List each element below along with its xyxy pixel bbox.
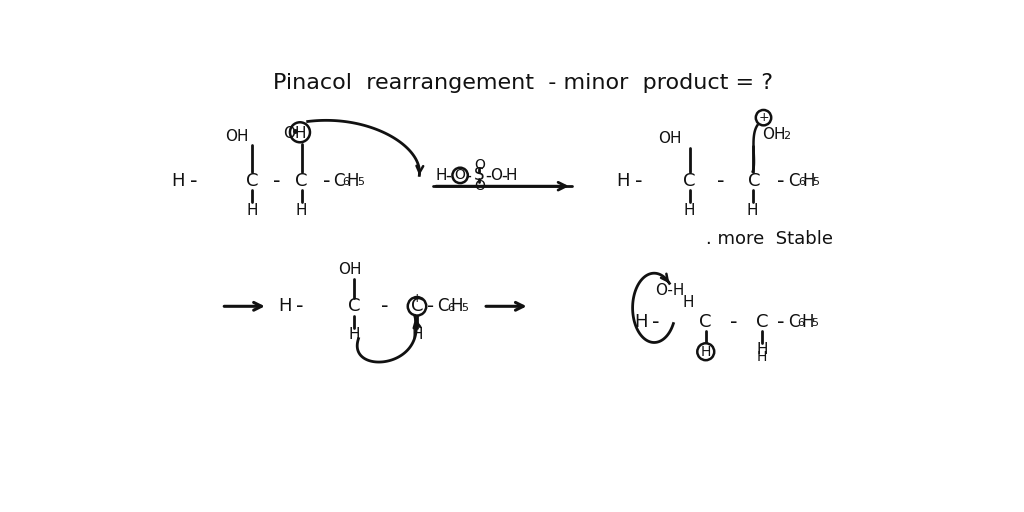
Text: -: - xyxy=(635,171,642,191)
Text: -: - xyxy=(466,166,471,184)
Text: H: H xyxy=(757,350,767,364)
Text: C: C xyxy=(437,297,449,315)
Text: OH: OH xyxy=(225,130,249,144)
Text: -: - xyxy=(777,312,785,332)
Text: H: H xyxy=(634,313,648,331)
Text: C: C xyxy=(748,172,761,190)
Text: H: H xyxy=(347,172,359,190)
Text: +: + xyxy=(758,111,769,124)
Text: OH: OH xyxy=(657,131,681,146)
Text: H: H xyxy=(801,313,814,331)
Text: C: C xyxy=(246,172,258,190)
Text: +: + xyxy=(412,292,422,305)
Text: 6: 6 xyxy=(799,177,806,187)
Text: C: C xyxy=(787,313,800,331)
Text: H: H xyxy=(451,297,463,315)
Text: 5: 5 xyxy=(357,177,365,187)
Text: -: - xyxy=(273,171,281,191)
Text: H: H xyxy=(247,203,258,218)
Text: H: H xyxy=(278,297,291,315)
Text: C: C xyxy=(699,313,712,331)
Text: -: - xyxy=(189,171,198,191)
Text: -: - xyxy=(777,171,785,191)
Text: C: C xyxy=(347,297,360,315)
Text: -: - xyxy=(444,166,451,184)
Text: C: C xyxy=(683,172,696,190)
Text: H: H xyxy=(802,172,814,190)
Text: 5: 5 xyxy=(461,303,468,313)
Text: H: H xyxy=(506,168,517,183)
Text: C: C xyxy=(756,313,768,331)
Text: 2: 2 xyxy=(783,131,791,141)
Text: OH: OH xyxy=(762,127,785,142)
Text: H: H xyxy=(682,295,694,310)
Text: H: H xyxy=(616,172,630,190)
Text: -: - xyxy=(501,166,507,184)
Text: H: H xyxy=(746,203,759,218)
Text: -: - xyxy=(485,166,492,184)
Text: C: C xyxy=(411,297,423,315)
Text: -: - xyxy=(717,171,724,191)
Text: OH: OH xyxy=(283,125,306,141)
Text: H: H xyxy=(348,327,359,342)
Text: . more  Stable: . more Stable xyxy=(707,229,834,247)
Text: H: H xyxy=(756,342,768,357)
Text: -: - xyxy=(324,171,331,191)
Text: H: H xyxy=(296,203,307,218)
Text: -: - xyxy=(730,312,737,332)
Text: S: S xyxy=(474,166,484,184)
Text: 6: 6 xyxy=(343,177,349,187)
Text: Pinacol  rearrangement  - minor  product = ?: Pinacol rearrangement - minor product = … xyxy=(273,73,773,93)
Text: 5: 5 xyxy=(812,318,818,328)
Text: H: H xyxy=(684,203,695,218)
Text: -: - xyxy=(427,297,434,316)
Text: -: - xyxy=(652,312,659,332)
Text: H: H xyxy=(172,172,185,190)
Text: O: O xyxy=(490,168,503,183)
Text: C: C xyxy=(333,172,344,190)
Text: H: H xyxy=(435,168,446,183)
Text: C: C xyxy=(788,172,800,190)
Text: OH: OH xyxy=(338,262,361,277)
Text: O: O xyxy=(474,179,484,193)
Text: 6: 6 xyxy=(447,303,455,313)
Text: H: H xyxy=(412,327,423,342)
Text: H: H xyxy=(700,345,711,359)
Text: C: C xyxy=(295,172,308,190)
Text: O-H: O-H xyxy=(655,284,684,298)
Text: 6: 6 xyxy=(798,318,805,328)
Text: O: O xyxy=(474,158,484,172)
Text: -: - xyxy=(381,296,388,316)
Text: -: - xyxy=(296,296,304,316)
Text: 5: 5 xyxy=(812,177,819,187)
Text: O: O xyxy=(455,168,466,182)
